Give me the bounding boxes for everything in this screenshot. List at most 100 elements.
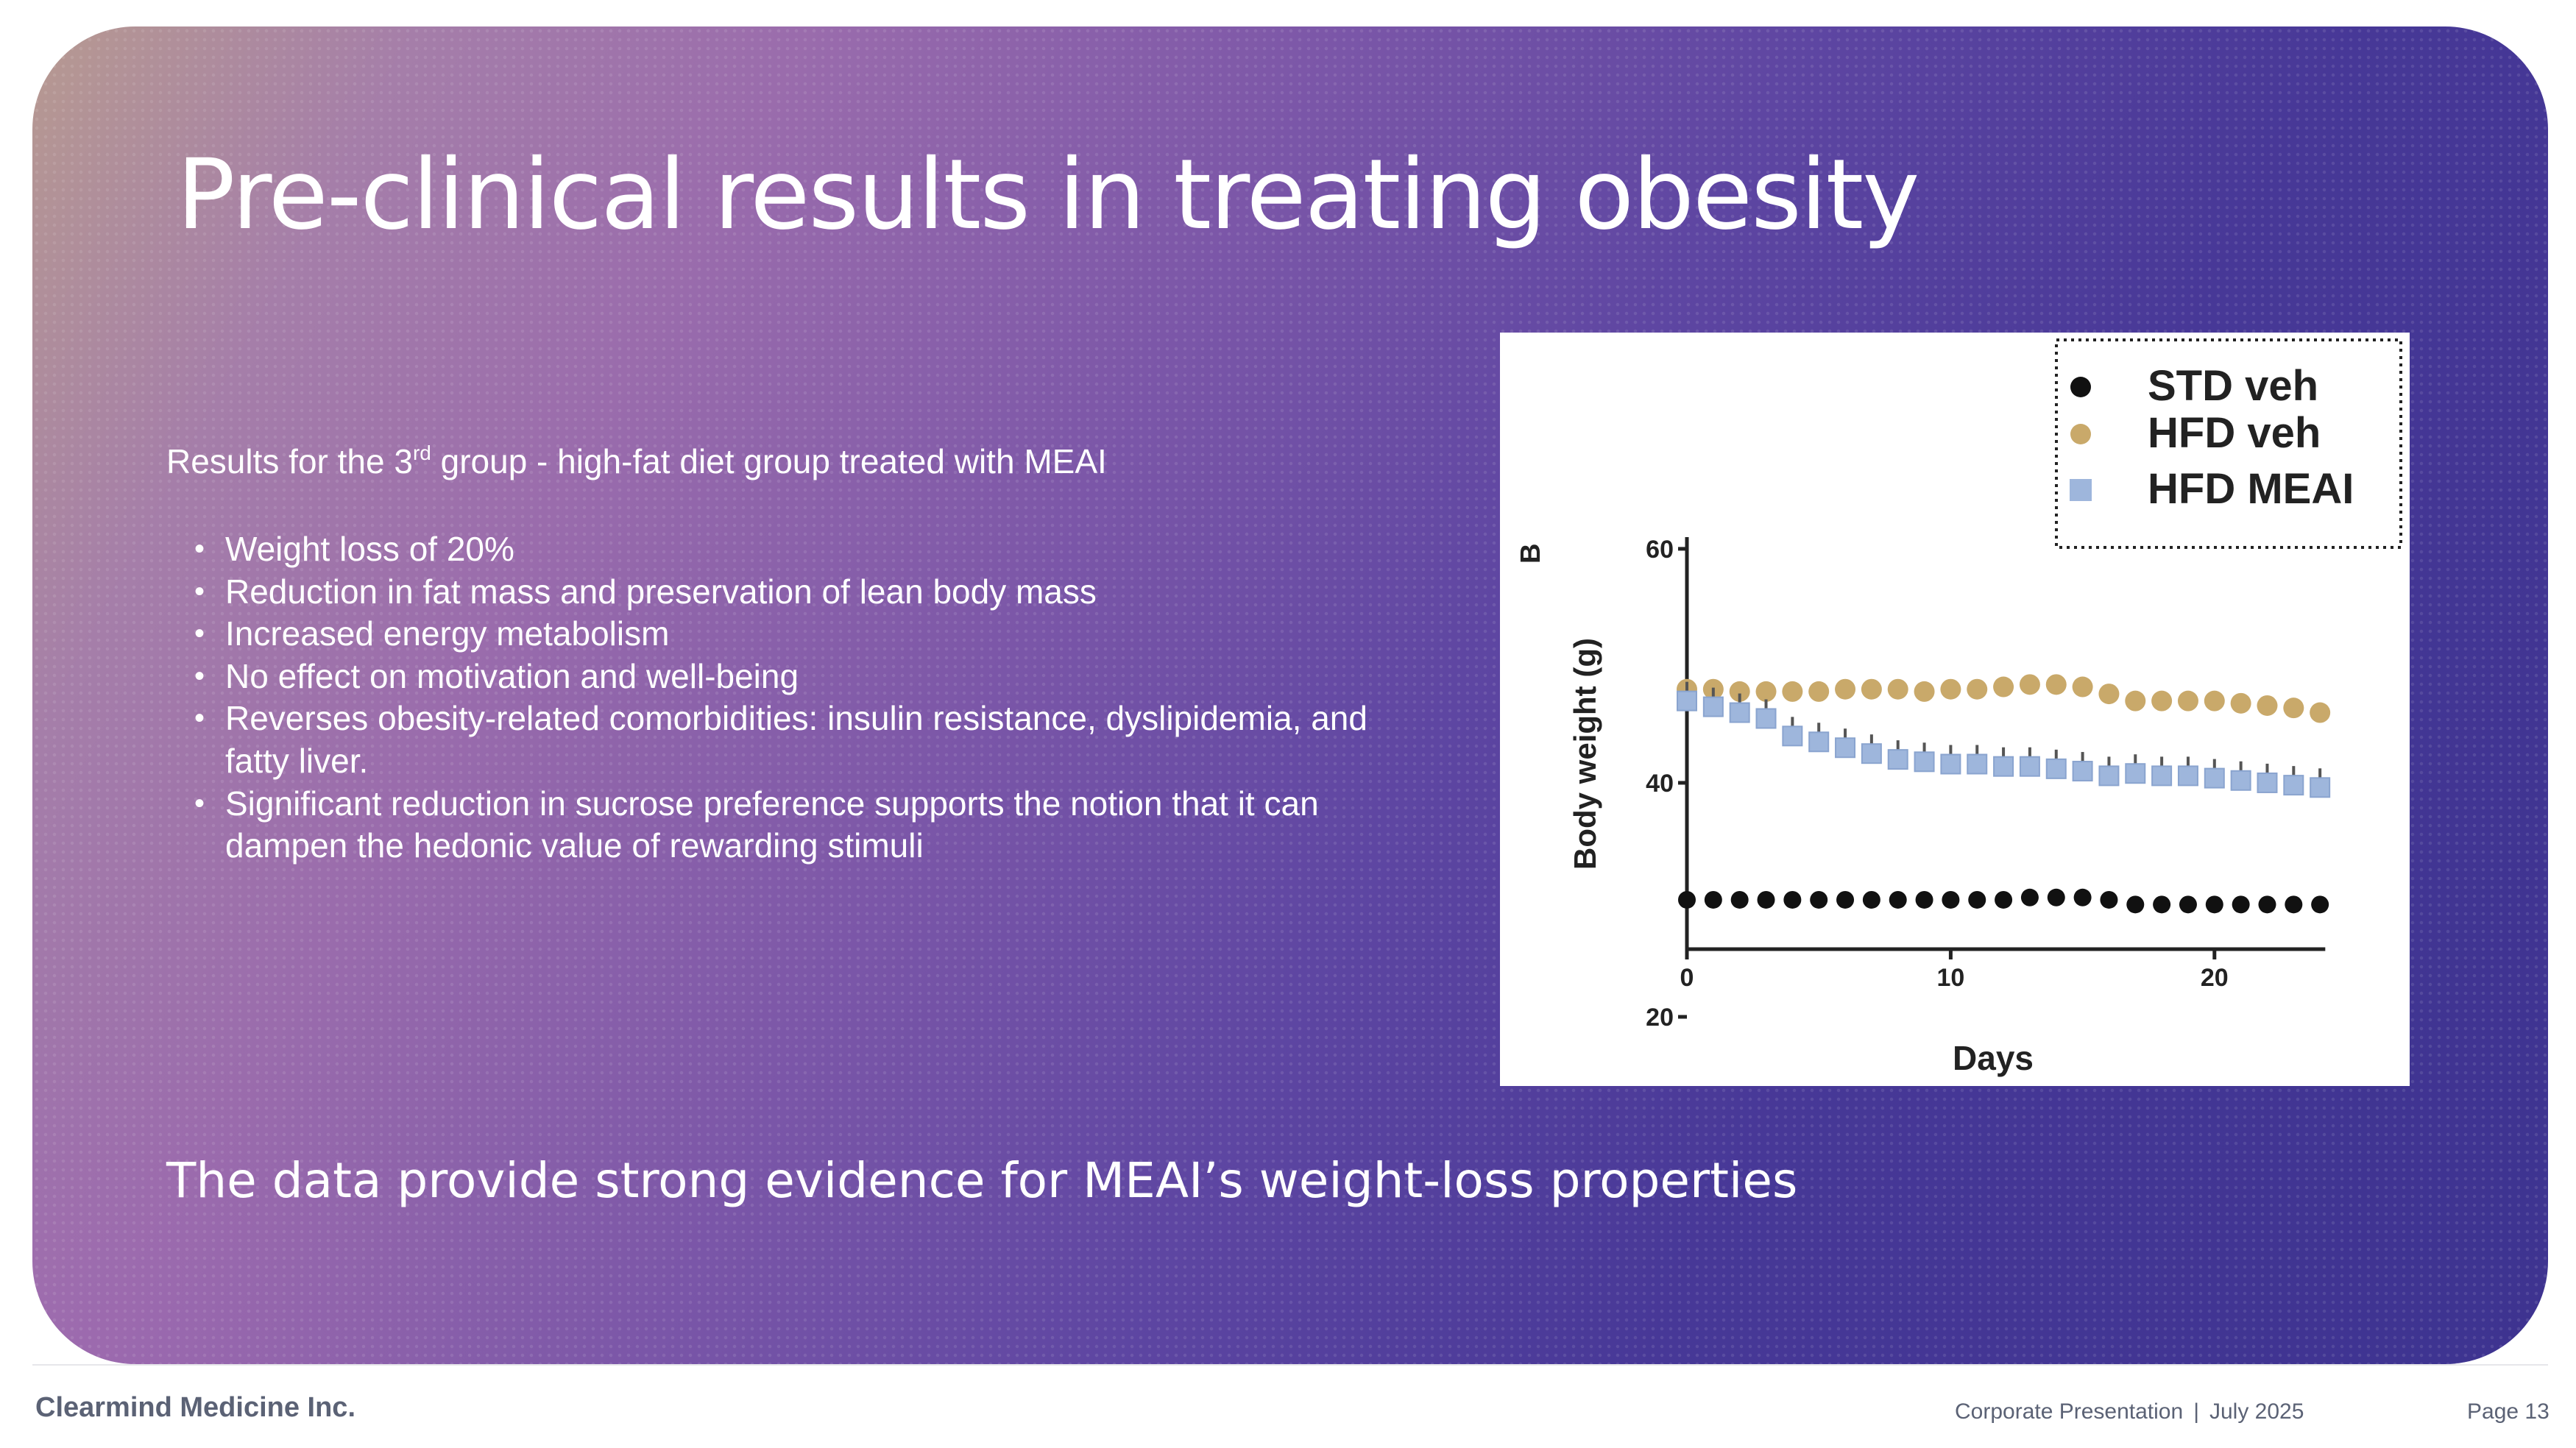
std-veh-point [2047, 888, 2065, 906]
company-name: Clearmind Medicine Inc. [35, 1392, 355, 1423]
hfd-meai-point [2125, 763, 2146, 784]
intro-text-before: Results for the 3 [166, 442, 413, 480]
hfd-meai-point [2045, 758, 2067, 779]
hfd-meai-point [2310, 777, 2331, 798]
hfd-meai-point [2151, 765, 2173, 787]
std-veh-point [2126, 895, 2145, 914]
hfd-meai-point [1702, 696, 1724, 717]
std-veh-point [1810, 890, 1828, 909]
page-title: Pre-clinical results in treating obesity [177, 138, 1919, 252]
bullet-item: • Reduction in fat mass and preservation … [166, 571, 1381, 614]
y-tick-label: 60 [1646, 536, 1674, 564]
std-veh-point [2153, 895, 2171, 914]
hfd-meai-point [2283, 775, 2304, 796]
x-tick-label: 0 [1680, 964, 1694, 992]
bullet-text: Increased energy metabolism [225, 614, 670, 653]
std-veh-point [1704, 890, 1722, 909]
chart-y-axis-label: Body weight (g) [1568, 638, 1602, 870]
std-veh-point [2232, 895, 2250, 914]
std-veh-point [1942, 890, 1960, 909]
bullet-item: • Significant reduction in sucrose prefer… [166, 783, 1381, 867]
hfd-veh-point [2045, 674, 2067, 695]
hfd-veh-point [2019, 674, 2040, 695]
x-tick-label: 10 [1936, 964, 1964, 992]
std-veh-point [1836, 890, 1855, 909]
chart-marks [1677, 674, 2331, 914]
hfd-veh-point [2283, 698, 2304, 719]
x-tick-label: 20 [2201, 964, 2229, 992]
legend-label: HFD MEAI [2148, 465, 2354, 513]
bullet-item: • Weight loss of 20% [166, 528, 1381, 571]
hfd-veh-point [1914, 681, 1935, 702]
bullet-dot-icon: • [194, 575, 205, 608]
hfd-veh-point [2125, 690, 2146, 711]
std-veh-point [2258, 895, 2276, 914]
bullet-text: Weight loss of 20% [225, 530, 514, 568]
legend-label: STD veh [2148, 362, 2318, 410]
std-veh-point [1889, 890, 1907, 909]
hfd-veh-point [1808, 681, 1830, 702]
hfd-meai-point [1677, 690, 1697, 711]
hfd-meai-point [1782, 725, 1803, 747]
bullet-text: Reduction in fat mass and preservation o… [225, 572, 1097, 611]
std-veh-point [2311, 895, 2329, 914]
hfd-veh-point [2072, 676, 2093, 698]
results-bullet-list: • Weight loss of 20% • Reduction in fat ma… [166, 528, 1381, 867]
presentation-name: Corporate Presentation [1955, 1399, 2184, 1424]
bullet-dot-icon: • [194, 617, 205, 650]
hfd-meai-point [1861, 743, 1882, 764]
hfd-veh-point [1993, 676, 2014, 698]
hfd-veh-point [1887, 678, 1908, 700]
hfd-veh-point [1729, 681, 1750, 702]
std-veh-point [2020, 888, 2039, 906]
conclusion-statement: The data provide strong evidence for MEA… [166, 1152, 1798, 1209]
bullet-item: • Reverses obesity-related comorbidities:… [166, 698, 1381, 782]
footer-separator: | [2193, 1399, 2199, 1424]
hfd-veh-point [2204, 690, 2225, 711]
hfd-meai-point [2204, 767, 2225, 789]
hfd-meai-point [1914, 751, 1935, 773]
bullet-item: • No effect on motivation and well-being [166, 656, 1381, 698]
bullet-dot-icon: • [194, 787, 205, 820]
hfd-veh-point [2310, 702, 2331, 723]
std-veh-point [1730, 890, 1749, 909]
hfd-meai-point [2098, 765, 2120, 787]
hfd-meai-point [1755, 708, 1777, 729]
hfd-meai-point [1993, 756, 2014, 777]
hfd-meai-point [2257, 772, 2278, 793]
legend-label: HFD veh [2148, 409, 2321, 457]
hfd-veh-point [2230, 692, 2251, 714]
hfd-meai-point [1940, 753, 1961, 775]
footer-divider [32, 1364, 2548, 1366]
hfd-veh-point [1940, 678, 1961, 700]
std-veh-point [1678, 890, 1696, 909]
hfd-meai-point [2019, 756, 2040, 777]
std-veh-point [1995, 890, 2013, 909]
hfd-meai-point [2230, 770, 2251, 791]
hfd-veh-point [2098, 684, 2120, 705]
results-intro: Results for the 3rd group - high-fat die… [166, 441, 1107, 481]
body-weight-chart: STD veh HFD veh HFD MEAI B Body weight (g)… [1500, 333, 2410, 1086]
bullet-dot-icon: • [194, 659, 205, 692]
hfd-meai-point [2072, 761, 2093, 782]
legend-marker-square-icon [2070, 479, 2092, 501]
bullet-item: • Increased energy metabolism [166, 613, 1381, 656]
std-veh-point [2285, 895, 2303, 914]
hfd-veh-point [2257, 695, 2278, 716]
bullet-dot-icon: • [194, 702, 205, 735]
presentation-date: July 2025 [2209, 1399, 2304, 1424]
bullet-text: No effect on motivation and well-being [225, 656, 799, 695]
y-tick-label: 20 [1646, 1004, 1674, 1032]
std-veh-point [1757, 890, 1775, 909]
hfd-meai-point [1808, 731, 1830, 753]
chart-x-axis-label: Days [1953, 1039, 2034, 1077]
std-veh-point [2073, 888, 2092, 906]
chart-panel-label: B [1515, 544, 1546, 564]
hfd-meai-point [1887, 749, 1908, 770]
std-veh-point [1862, 890, 1880, 909]
intro-text-after: group - high-fat diet group treated with… [431, 442, 1107, 480]
intro-ordinal-suffix: rd [412, 441, 431, 464]
hfd-veh-point [1835, 678, 1856, 700]
